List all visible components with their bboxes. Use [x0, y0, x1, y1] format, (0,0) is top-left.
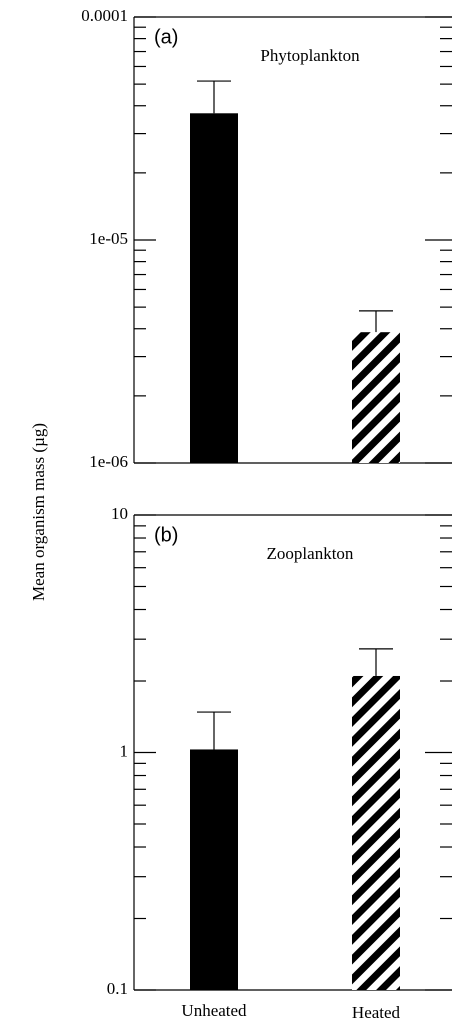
y-tick-label: 10 — [111, 504, 128, 523]
bar — [190, 113, 238, 463]
y-axis-label: Mean organism mass (µg) — [29, 423, 48, 601]
y-tick-label: 1e-06 — [89, 452, 128, 471]
panel-label: (a) — [154, 26, 178, 48]
x-tick-label: Heated — [352, 1003, 401, 1022]
bar — [352, 675, 400, 990]
y-tick-label: 1e-05 — [89, 229, 128, 248]
y-tick-label: 0.1 — [107, 979, 128, 998]
y-tick-label: 1 — [120, 741, 129, 760]
y-tick-label: 0.0001 — [81, 6, 128, 25]
panel-label: (b) — [154, 524, 178, 546]
bar — [352, 332, 400, 463]
bar — [190, 749, 238, 990]
panel-title: Zooplankton — [267, 544, 354, 563]
x-tick-label: Unheated — [181, 1001, 247, 1020]
panel-title: Phytoplankton — [260, 46, 360, 65]
